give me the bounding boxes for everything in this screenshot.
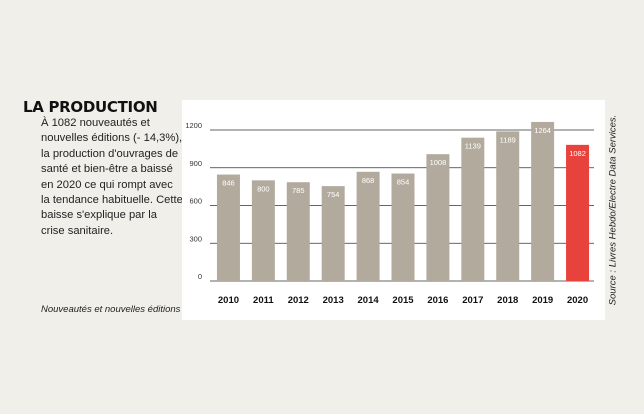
x-tick-label: 2017 bbox=[462, 295, 483, 306]
article-body: À 1082 nouveautés et nouvelles éditions … bbox=[41, 117, 183, 237]
chart-footnote: Nouveautés et nouvelles éditions bbox=[41, 304, 181, 315]
section-heading: LA PRODUCTION bbox=[23, 98, 158, 116]
bar-value-label: 785 bbox=[292, 186, 305, 195]
bar bbox=[251, 180, 275, 281]
bar-value-label: 1264 bbox=[534, 126, 551, 135]
bar-value-label: 1082 bbox=[569, 149, 586, 158]
bar-value-label: 1008 bbox=[430, 158, 447, 167]
bar bbox=[566, 144, 590, 281]
x-tick-label: 2019 bbox=[532, 295, 553, 306]
x-tick-label: 2018 bbox=[497, 295, 518, 306]
bar bbox=[426, 154, 450, 281]
bar bbox=[321, 186, 345, 281]
y-tick-label: 900 bbox=[189, 159, 202, 168]
bar-value-label: 1189 bbox=[500, 135, 516, 144]
bar bbox=[216, 174, 240, 281]
bar-value-label: 854 bbox=[397, 178, 410, 187]
y-tick-label: 600 bbox=[189, 197, 202, 206]
x-tick-label: 2013 bbox=[323, 295, 344, 306]
bar-value-label: 846 bbox=[222, 179, 235, 188]
x-tick-label: 2014 bbox=[358, 295, 380, 306]
bar bbox=[356, 171, 380, 281]
bar bbox=[531, 121, 555, 281]
bar bbox=[461, 137, 485, 281]
bar-value-label: 868 bbox=[362, 176, 375, 185]
y-tick-label: 0 bbox=[198, 272, 202, 281]
bar-value-label: 1139 bbox=[465, 142, 481, 151]
y-tick-label: 1200 bbox=[185, 121, 202, 130]
x-tick-label: 2020 bbox=[567, 295, 588, 306]
bar-value-label: 800 bbox=[257, 184, 270, 193]
x-tick-label: 2012 bbox=[288, 295, 309, 306]
y-tick-label: 300 bbox=[189, 234, 202, 243]
x-tick-label: 2016 bbox=[427, 295, 448, 306]
x-tick-label: 2010 bbox=[218, 295, 239, 306]
bar-value-label: 754 bbox=[327, 190, 340, 199]
source-credit: Source : Livres Hebdo/Electre Data Servi… bbox=[607, 114, 619, 306]
bar bbox=[286, 182, 310, 281]
x-tick-label: 2011 bbox=[253, 295, 274, 306]
x-tick-label: 2015 bbox=[392, 295, 414, 306]
bar-chart: 0 300 600 900 1200 846 2010 800 2011 785 2012 754 20… bbox=[185, 121, 594, 306]
bar bbox=[391, 173, 415, 281]
bar bbox=[496, 131, 520, 281]
